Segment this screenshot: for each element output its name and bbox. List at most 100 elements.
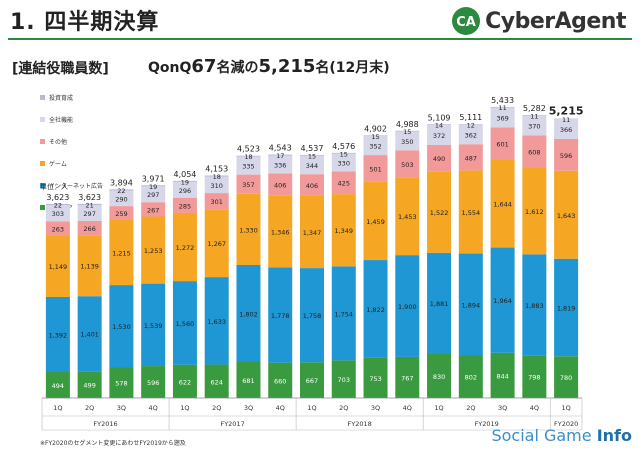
data-label-corporate: 344 xyxy=(306,162,318,170)
headline-mid: 名減の xyxy=(216,60,259,76)
data-label-investment: 15 xyxy=(340,150,348,158)
data-label-investment: 17 xyxy=(276,152,284,160)
bar-segment-game xyxy=(522,168,547,255)
data-label-corporate: 372 xyxy=(433,132,445,140)
legend-label-other: その他 xyxy=(49,138,68,146)
total-label: 5,109 xyxy=(428,113,451,122)
bar-segment-game xyxy=(490,159,515,248)
bar-segment-corporate xyxy=(172,181,197,198)
bar-segment-investment xyxy=(268,154,293,156)
data-label-media: 660 xyxy=(274,377,286,385)
bar-segment-other xyxy=(427,144,452,172)
bar-segment-other xyxy=(331,171,356,195)
x-tick-label: 2Q xyxy=(466,404,475,412)
data-label-other: 406 xyxy=(274,181,286,189)
x-tick-label: 2Q xyxy=(85,404,94,412)
bar-segment-game xyxy=(427,171,452,253)
data-label-investment: 12 xyxy=(467,122,475,130)
data-label-other: 490 xyxy=(433,155,445,163)
bar-segment-game xyxy=(236,193,261,265)
bar-segment-media xyxy=(427,353,452,398)
data-label-internet_ad: 1,778 xyxy=(271,312,290,320)
bar-segment-corporate xyxy=(300,155,324,175)
bar-segment-other xyxy=(458,144,483,171)
legend-swatch-game xyxy=(40,160,45,166)
bar-segment-internet_ad xyxy=(172,281,197,365)
bar-segment-corporate xyxy=(141,186,166,203)
headline-total: 5,215 xyxy=(258,56,316,77)
data-label-investment: 15 xyxy=(371,133,379,141)
x-tick-label: 1Q xyxy=(307,404,316,412)
bar-segment-game xyxy=(458,170,483,254)
bar-segment-internet_ad xyxy=(204,277,229,365)
legend-item-corporate: 全社機能 xyxy=(40,112,103,126)
data-label-media: 753 xyxy=(369,375,381,383)
data-label-media: 624 xyxy=(210,378,222,386)
bar-segment-internet_ad xyxy=(395,255,420,357)
data-label-internet_ad: 1,392 xyxy=(49,331,68,339)
data-label-internet_ad: 1,758 xyxy=(303,312,322,320)
bar-segment-media xyxy=(458,355,483,398)
bar-segment-other xyxy=(363,155,388,182)
bar-segment-investment xyxy=(395,130,420,132)
bar-segment-internet_ad xyxy=(427,252,452,354)
data-label-game: 1,554 xyxy=(462,209,481,217)
bar-segment-media xyxy=(490,352,515,398)
bar-segment-media xyxy=(236,361,261,398)
data-label-game: 1,346 xyxy=(271,228,290,236)
data-label-investment: 11 xyxy=(562,116,570,124)
data-label-internet_ad: 1,754 xyxy=(334,310,353,318)
bar-segment-other xyxy=(554,138,579,171)
data-label-internet_ad: 1,822 xyxy=(366,306,385,314)
fiscal-year-label: FY2019 xyxy=(475,420,499,428)
bar-segment-corporate xyxy=(236,156,261,175)
data-label-corporate: 290 xyxy=(115,195,127,203)
bar-segment-internet_ad xyxy=(236,264,261,362)
data-label-media: 844 xyxy=(496,372,508,380)
legend-label-internet-ad: インターネット広告 xyxy=(49,182,104,190)
data-label-game: 1,347 xyxy=(303,229,322,237)
bar-segment-other xyxy=(395,150,420,178)
bar-segment-media xyxy=(109,367,134,398)
bar-segment-investment xyxy=(109,189,134,191)
data-label-media: 703 xyxy=(338,376,350,384)
data-label-game: 1,139 xyxy=(80,263,99,271)
bar-segment-other xyxy=(77,220,102,236)
bar-segment-other xyxy=(300,174,324,196)
data-label-internet_ad: 1,539 xyxy=(144,322,163,330)
bar-segment-corporate xyxy=(522,115,547,136)
data-label-internet_ad: 1,530 xyxy=(112,323,131,331)
x-tick-label: 1Q xyxy=(53,404,62,412)
data-label-other: 259 xyxy=(115,210,127,218)
data-label-investment: 18 xyxy=(213,173,221,181)
cyberagent-logo-mark-icon: CA xyxy=(452,7,481,35)
bar-segment-corporate xyxy=(458,124,483,145)
legend-item-game: ゲーム xyxy=(40,156,103,170)
data-label-corporate: 310 xyxy=(210,182,222,190)
legend-label-game: ゲーム xyxy=(49,160,67,168)
data-label-game: 1,149 xyxy=(49,263,68,271)
data-label-media: 767 xyxy=(401,374,413,382)
bar-segment-investment xyxy=(363,135,388,137)
bar-segment-game xyxy=(363,181,388,261)
data-label-other: 608 xyxy=(528,149,540,157)
bar-segment-investment xyxy=(300,154,324,156)
total-label: 3,623 xyxy=(78,193,101,202)
data-label-other: 357 xyxy=(242,181,254,189)
x-tick-label: 2Q xyxy=(339,404,348,412)
bar-segment-game xyxy=(268,195,293,268)
data-label-investment: 22 xyxy=(117,187,125,195)
data-label-game: 1,453 xyxy=(398,213,417,221)
total-label: 4,523 xyxy=(237,145,260,154)
total-label: 4,153 xyxy=(205,165,228,174)
bar-segment-game xyxy=(109,219,134,286)
bar-segment-internet_ad xyxy=(45,296,70,372)
bar-segment-media xyxy=(331,360,356,398)
data-label-internet_ad: 1,883 xyxy=(525,302,544,310)
data-label-investment: 15 xyxy=(403,128,411,136)
bar-segment-media xyxy=(141,366,166,398)
data-label-other: 301 xyxy=(210,198,222,206)
legend-swatch-investment xyxy=(40,94,45,100)
total-label: 5,111 xyxy=(459,113,482,122)
bar-segment-corporate xyxy=(331,153,356,172)
